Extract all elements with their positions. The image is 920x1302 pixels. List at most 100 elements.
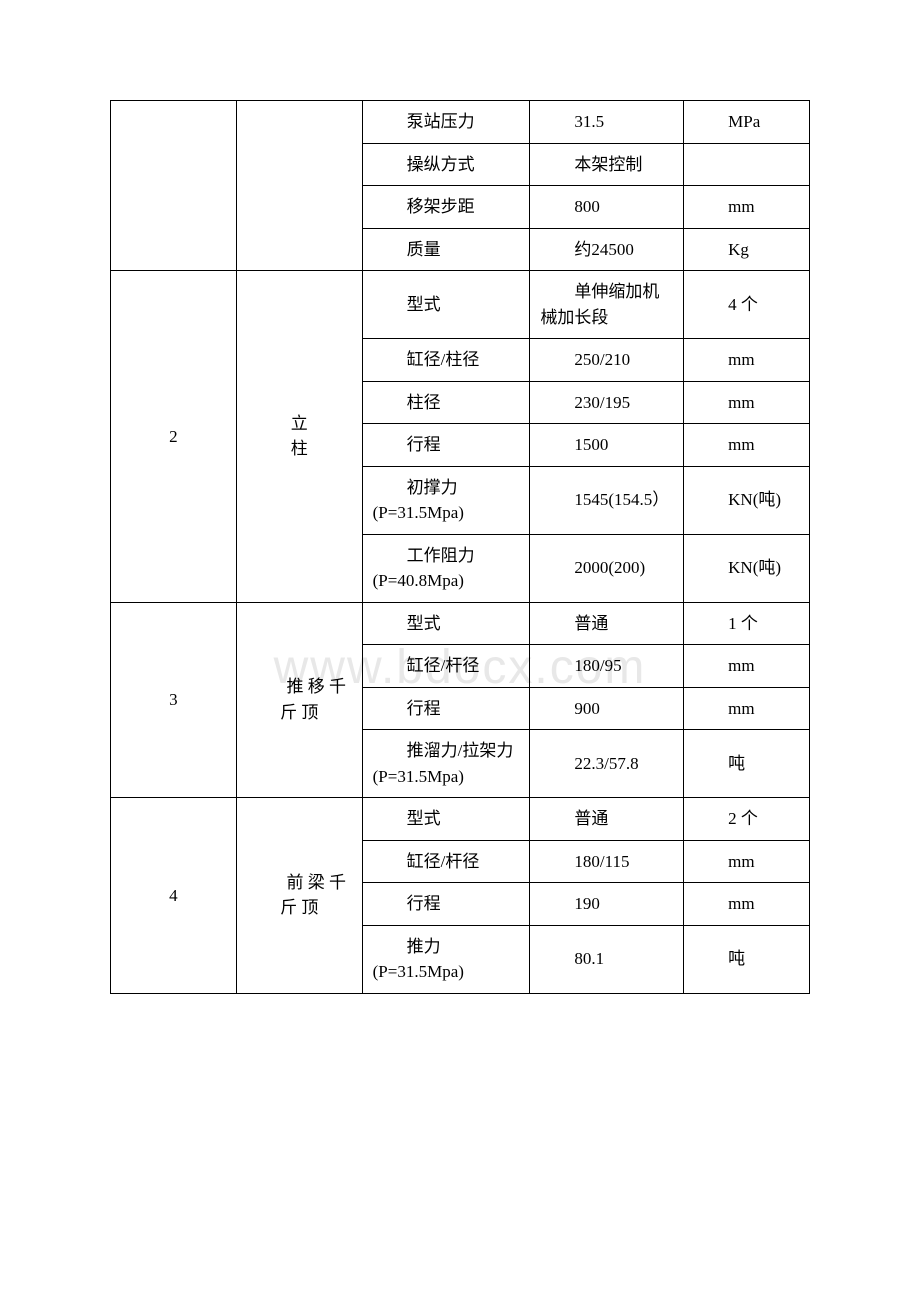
value-cell: 80.1 — [530, 925, 684, 993]
unit-text: mm — [694, 194, 799, 220]
param-cell: 初撑力(P=31.5Mpa) — [362, 466, 530, 534]
unit-text: mm — [694, 653, 799, 679]
param-text: 工作阻力(P=40.8Mpa) — [373, 543, 520, 594]
value-cell: 1545(154.5） — [530, 466, 684, 534]
index-cell — [111, 101, 237, 271]
unit-cell: mm — [684, 883, 810, 926]
value-text: 单伸缩加机械加长段 — [540, 279, 673, 330]
param-text: 缸径/柱径 — [373, 347, 520, 373]
value-cell: 2000(200) — [530, 534, 684, 602]
unit-cell: KN(吨) — [684, 534, 810, 602]
param-text: 操纵方式 — [373, 152, 520, 178]
param-text: 移架步距 — [373, 194, 520, 220]
value-cell: 190 — [530, 883, 684, 926]
value-text: 800 — [540, 194, 673, 220]
value-text: 190 — [540, 891, 673, 917]
unit-cell: Kg — [684, 228, 810, 271]
unit-cell: mm — [684, 339, 810, 382]
unit-text: Kg — [694, 237, 799, 263]
param-text: 缸径/杆径 — [373, 849, 520, 875]
value-cell: 单伸缩加机械加长段 — [530, 271, 684, 339]
value-cell: 约24500 — [530, 228, 684, 271]
param-text: 型式 — [373, 292, 520, 318]
name-line-2: 柱 — [247, 436, 352, 462]
value-cell: 230/195 — [530, 381, 684, 424]
unit-text: mm — [694, 891, 799, 917]
value-text: 250/210 — [540, 347, 673, 373]
value-cell: 250/210 — [530, 339, 684, 382]
table-row: 3 推 移 千斤 顶 型式 普通 1 个 — [111, 602, 810, 645]
param-cell: 移架步距 — [362, 186, 530, 229]
param-text: 泵站压力 — [373, 109, 520, 135]
table-row: 泵站压力 31.5 MPa — [111, 101, 810, 144]
param-cell: 行程 — [362, 424, 530, 467]
param-text: 行程 — [373, 432, 520, 458]
param-text: 行程 — [373, 696, 520, 722]
value-cell: 22.3/57.8 — [530, 730, 684, 798]
name-cell: 前 梁 千斤 顶 — [236, 798, 362, 994]
unit-text: 吨 — [694, 751, 799, 777]
param-text: 推溜力/拉架力(P=31.5Mpa) — [373, 738, 520, 789]
unit-cell: KN(吨) — [684, 466, 810, 534]
name-cell — [236, 101, 362, 271]
param-cell: 柱径 — [362, 381, 530, 424]
value-cell: 180/115 — [530, 840, 684, 883]
param-cell: 推溜力/拉架力(P=31.5Mpa) — [362, 730, 530, 798]
value-cell: 900 — [530, 687, 684, 730]
unit-cell: mm — [684, 381, 810, 424]
param-cell: 工作阻力(P=40.8Mpa) — [362, 534, 530, 602]
value-text: 900 — [540, 696, 673, 722]
unit-text: KN(吨) — [694, 555, 799, 581]
param-cell: 缸径/杆径 — [362, 645, 530, 688]
unit-cell — [684, 143, 810, 186]
unit-text: mm — [694, 390, 799, 416]
value-text: 普通 — [540, 806, 673, 832]
name-line-1: 立 — [247, 411, 352, 437]
value-text: 22.3/57.8 — [540, 751, 673, 777]
param-text: 型式 — [373, 611, 520, 637]
unit-cell: mm — [684, 840, 810, 883]
unit-cell: 吨 — [684, 925, 810, 993]
param-cell: 缸径/杆径 — [362, 840, 530, 883]
index-cell: 4 — [111, 798, 237, 994]
unit-text: mm — [694, 432, 799, 458]
param-text: 行程 — [373, 891, 520, 917]
param-cell: 行程 — [362, 687, 530, 730]
value-cell: 800 — [530, 186, 684, 229]
unit-cell: mm — [684, 186, 810, 229]
value-cell: 31.5 — [530, 101, 684, 144]
name-text: 前 梁 千斤 顶 — [247, 870, 352, 921]
unit-cell: 吨 — [684, 730, 810, 798]
param-cell: 泵站压力 — [362, 101, 530, 144]
name-text: 推 移 千斤 顶 — [247, 674, 352, 725]
unit-text: KN(吨) — [694, 487, 799, 513]
value-text: 80.1 — [540, 946, 673, 972]
name-cell: 立 柱 — [236, 271, 362, 603]
value-cell: 1500 — [530, 424, 684, 467]
spec-table: 泵站压力 31.5 MPa 操纵方式 本架控制 移架步距 800 mm 质量 约… — [110, 100, 810, 994]
value-text: 本架控制 — [540, 152, 673, 178]
value-cell: 普通 — [530, 602, 684, 645]
index-cell: 3 — [111, 602, 237, 798]
name-cell: 推 移 千斤 顶 — [236, 602, 362, 798]
value-text: 31.5 — [540, 109, 673, 135]
index-text: 2 — [169, 427, 178, 446]
param-text: 柱径 — [373, 390, 520, 416]
unit-text: 1 个 — [694, 611, 799, 637]
unit-text: MPa — [694, 109, 799, 135]
param-cell: 缸径/柱径 — [362, 339, 530, 382]
value-text: 约24500 — [540, 237, 673, 263]
param-cell: 操纵方式 — [362, 143, 530, 186]
param-text: 初撑力(P=31.5Mpa) — [373, 475, 520, 526]
index-text: 3 — [169, 690, 178, 709]
unit-cell: 1 个 — [684, 602, 810, 645]
param-cell: 型式 — [362, 271, 530, 339]
unit-cell: mm — [684, 424, 810, 467]
unit-text: 4 个 — [694, 292, 799, 318]
unit-text: 吨 — [694, 946, 799, 972]
value-text: 普通 — [540, 611, 673, 637]
value-cell: 普通 — [530, 798, 684, 841]
unit-text: mm — [694, 347, 799, 373]
index-text: 4 — [169, 886, 178, 905]
param-cell: 质量 — [362, 228, 530, 271]
